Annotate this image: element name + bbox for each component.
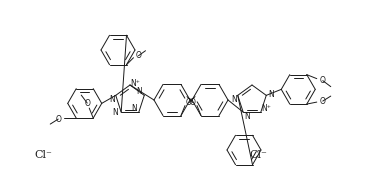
Text: Cl⁻: Cl⁻ [249,150,267,160]
Text: N: N [268,90,274,99]
Text: N: N [244,112,250,121]
Text: N: N [112,108,118,117]
Text: O: O [84,99,90,108]
Text: N: N [231,95,237,104]
Text: N⁺: N⁺ [130,80,140,89]
Text: O: O [190,98,196,107]
Text: O: O [55,115,61,124]
Text: N: N [109,95,115,104]
Text: N⁺: N⁺ [261,104,271,113]
Text: Cl⁻: Cl⁻ [34,150,52,160]
Text: O: O [320,97,326,106]
Text: O: O [320,76,326,85]
Text: N: N [136,87,142,96]
Text: O: O [186,98,192,107]
Text: N: N [131,104,137,113]
Text: O: O [136,51,141,60]
